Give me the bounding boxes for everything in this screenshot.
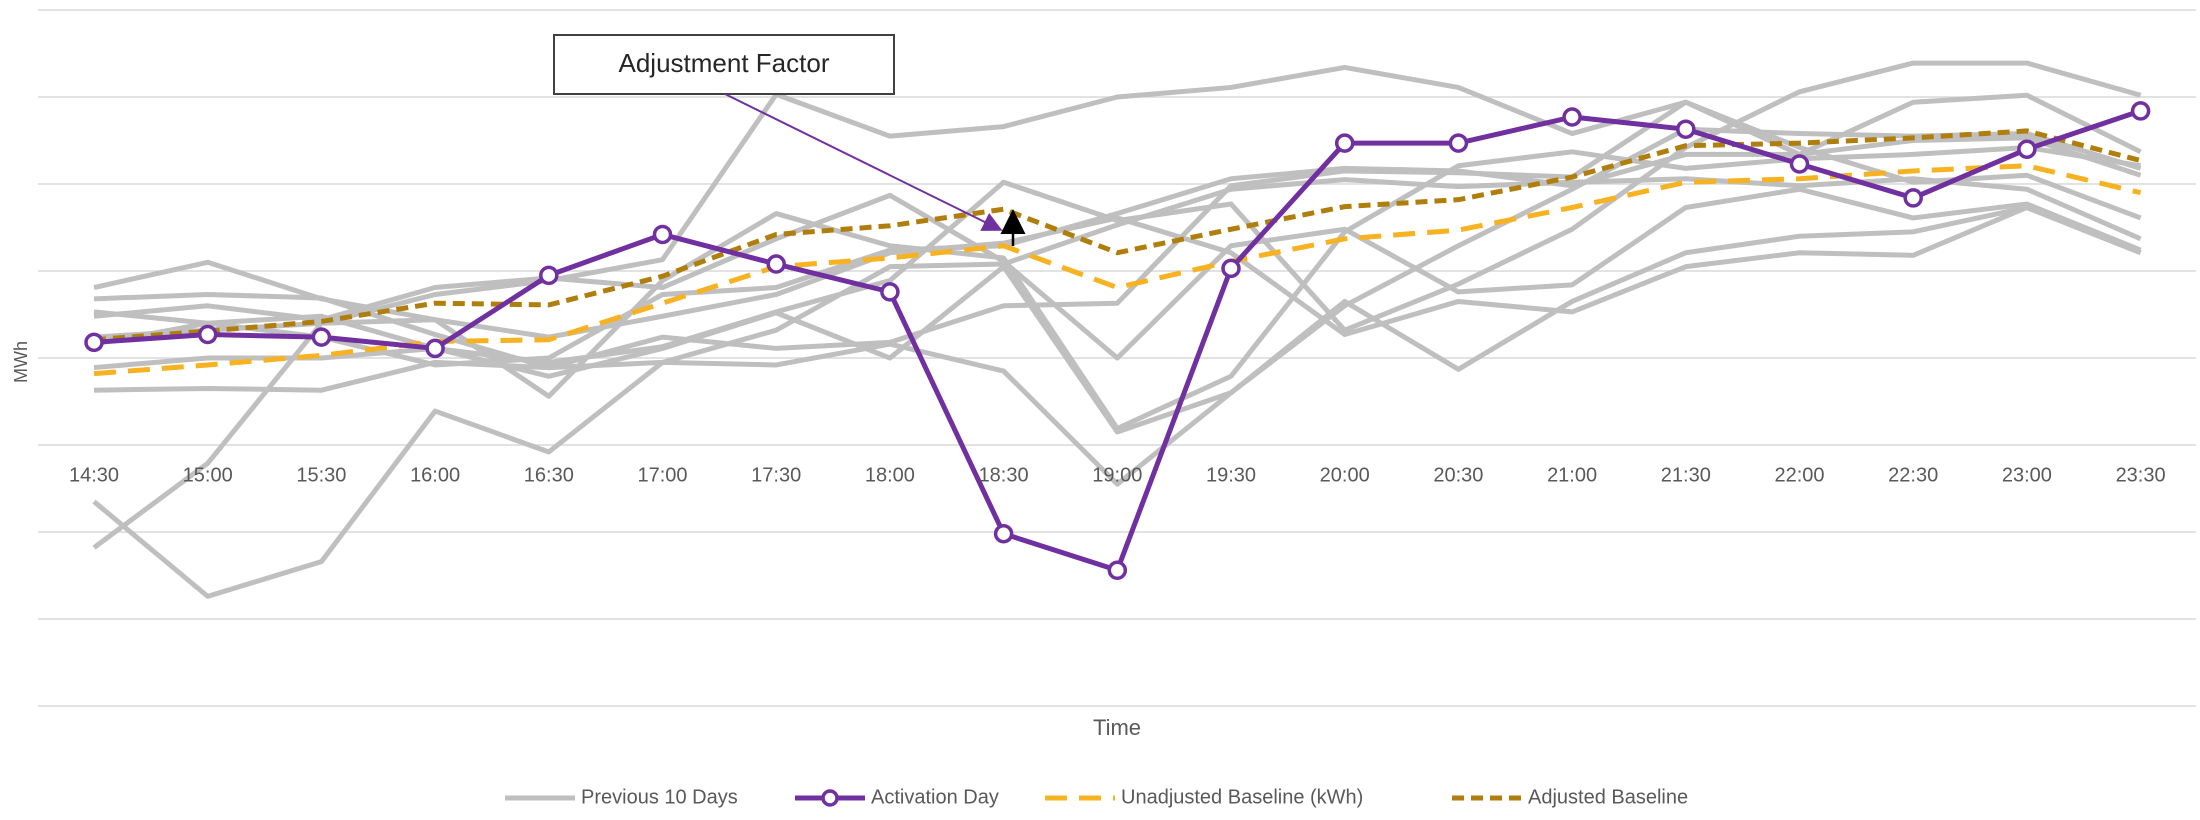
x-tick-label: 22:00 — [1774, 464, 1824, 486]
y-axis-label: MWh — [11, 341, 31, 383]
data-point — [1903, 188, 1923, 208]
x-tick-label: 20:00 — [1320, 464, 1370, 486]
legend-label: Activation Day — [871, 786, 999, 808]
legend-label: Adjusted Baseline — [1528, 786, 1688, 808]
data-point — [993, 523, 1014, 544]
x-tick-label: 17:00 — [637, 464, 687, 486]
legend-label: Unadjusted Baseline (kWh) — [1121, 786, 1363, 808]
annotation-box — [553, 34, 895, 95]
series-line — [92, 64, 2142, 550]
x-tick-label: 15:00 — [183, 464, 233, 486]
data-point — [766, 254, 786, 274]
data-point — [197, 324, 218, 345]
legend-label: Previous 10 Days — [581, 786, 738, 808]
legend-item: Previous 10 Days — [505, 786, 738, 808]
data-point — [652, 224, 673, 245]
x-tick-label: 20:30 — [1433, 464, 1483, 486]
x-tick-label: 21:30 — [1661, 464, 1711, 486]
x-tick-label: 18:00 — [865, 464, 915, 486]
data-point — [1107, 560, 1128, 581]
series-line — [93, 204, 2142, 340]
data-point — [1789, 154, 1810, 174]
data-point — [1334, 133, 1355, 153]
x-tick-label: 23:30 — [2116, 464, 2166, 486]
plot — [84, 60, 2151, 599]
x-tick-label: 16:30 — [524, 464, 574, 486]
series-line — [93, 176, 2142, 393]
series-line — [93, 128, 2142, 343]
x-tick-label: 21:00 — [1547, 464, 1597, 486]
x-tick-label: 19:00 — [1092, 464, 1142, 486]
data-point — [311, 327, 332, 347]
legend-marker — [821, 789, 839, 807]
legend-item: Unadjusted Baseline (kWh) — [1045, 786, 1363, 808]
x-tick-label: 14:30 — [69, 464, 119, 486]
x-tick-label: 15:30 — [296, 464, 346, 486]
annotation-arrow — [724, 93, 1003, 231]
x-tick-label: 23:00 — [2002, 464, 2052, 486]
data-point — [1448, 133, 1469, 153]
x-tick-label: 16:00 — [410, 464, 460, 486]
series-line — [93, 186, 2142, 361]
x-tick-label: 17:30 — [751, 464, 801, 486]
data-point — [2130, 101, 2151, 121]
data-point — [539, 265, 559, 286]
x-tick-label: 22:30 — [1888, 464, 1938, 486]
data-point — [2017, 139, 2037, 159]
series-line — [93, 92, 2142, 371]
annotation-text: Adjustment Factor — [619, 48, 830, 78]
legend-item: Activation Day — [795, 786, 999, 808]
data-point — [425, 338, 445, 359]
x-axis: 14:30 15:00 15:30 16:00 16:30 17:00 17:30 18:00… — [69, 464, 2166, 486]
data-point — [880, 282, 900, 302]
data-point — [84, 332, 104, 353]
x-tick-label: 19:30 — [1206, 464, 1256, 486]
legend-item: Adjusted Baseline — [1452, 786, 1688, 808]
data-point — [1676, 119, 1696, 139]
series-line — [93, 144, 2141, 431]
x-tick-label: 18:30 — [979, 464, 1029, 486]
data-point — [1562, 107, 1582, 127]
legend: Previous 10 Days Activation Day Unadjusted… — [505, 786, 1688, 808]
data-point — [1221, 258, 1241, 279]
x-axis-label: Time — [1093, 715, 1141, 740]
series-line — [92, 126, 2142, 599]
